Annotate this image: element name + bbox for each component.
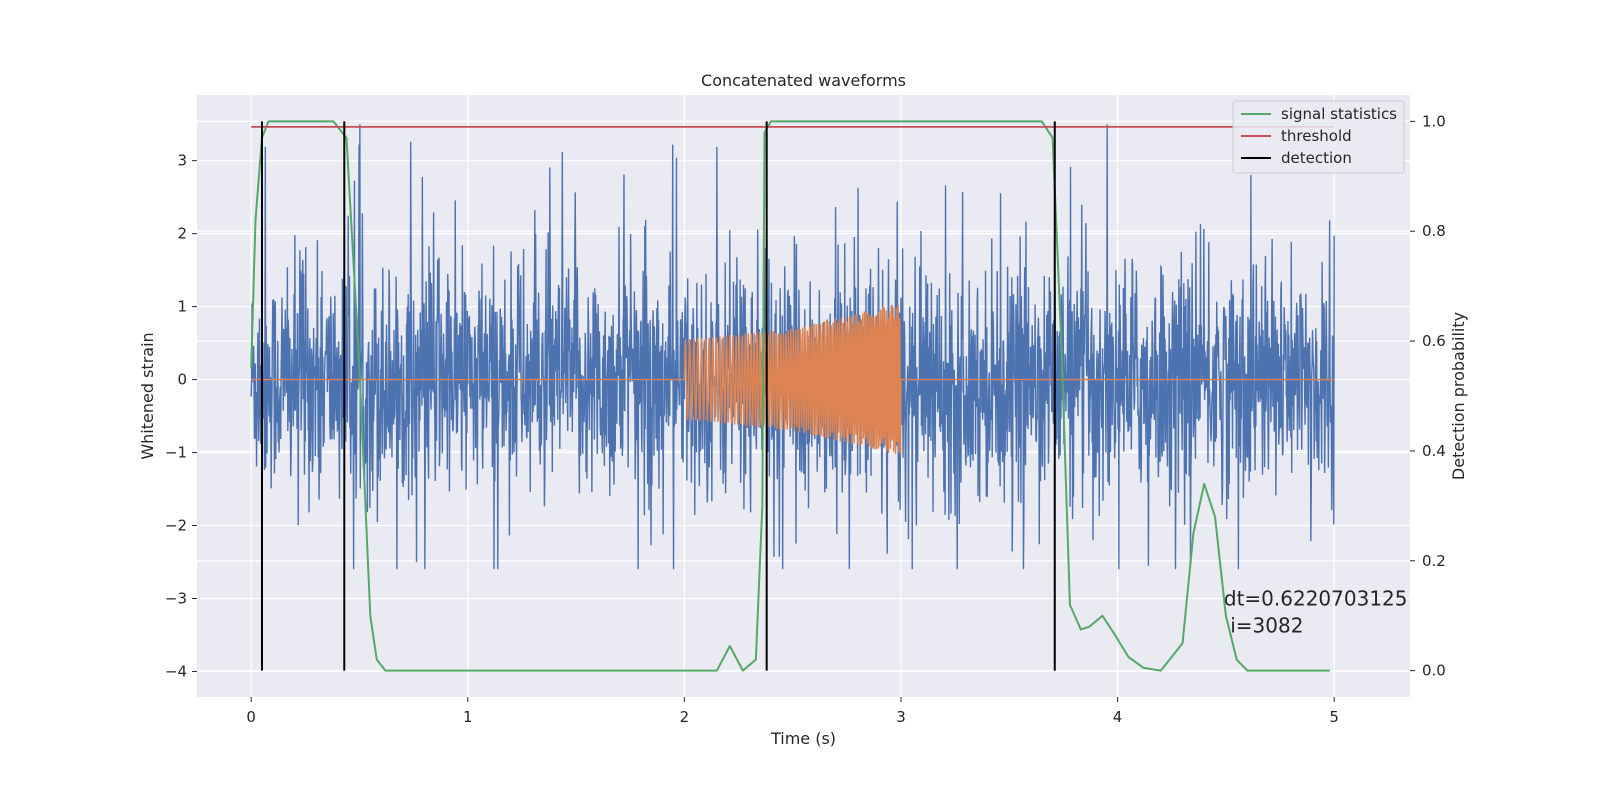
signal-statistics-series [250,120,1330,672]
x-tick-label: 5 [1329,708,1339,726]
legend-label: threshold [1281,127,1352,145]
signal-statistics-line [250,120,1330,672]
injection-line [251,304,1335,455]
y-axis-label: Whitened strain [138,332,157,459]
y-tick-label: 3 [177,152,187,170]
y-tick-label: −1 [165,444,187,462]
annotation-index: i=3082 [1224,613,1304,637]
x-tick-label: 1 [463,708,473,726]
legend-label: signal statistics [1281,105,1397,123]
legend: signal statistics threshold detection [1232,100,1405,174]
y-tick-label: −4 [165,662,187,680]
chart-title: Concatenated waveforms [701,71,906,90]
y2-tick-label: 1.0 [1422,112,1446,130]
y2-tick-label: 0.2 [1422,552,1446,570]
legend-label: detection [1281,149,1352,167]
y-tick-label: −3 [165,589,187,607]
x-tick-label: 0 [246,708,256,726]
y-tick-label: −2 [165,517,187,535]
annotation-dt: dt=0.6220703125 [1224,586,1408,610]
axis-ticks: 0 1 2 3 4 5 −4 −3 −2 −1 0 1 2 3 0.0 0.2 0.4 0.6 0.8 1.0 [165,112,1446,726]
legend-box [1232,100,1405,174]
y-tick-label: 0 [177,371,187,389]
x-tick-label: 3 [896,708,906,726]
y-tick-label: 1 [177,298,187,316]
y2-tick-label: 0.6 [1422,332,1446,350]
y2-tick-label: 0.4 [1422,442,1446,460]
y2-tick-label: 0.8 [1422,222,1446,240]
injection-series [251,304,1335,455]
y2-tick-label: 0.0 [1422,662,1446,680]
x-tick-label: 2 [680,708,690,726]
y-tick-label: 2 [177,225,187,243]
x-tick-label: 4 [1113,708,1123,726]
y2-axis-label: Detection probability [1449,312,1468,480]
x-axis-label: Time (s) [770,729,836,748]
detection-series [260,121,1056,671]
